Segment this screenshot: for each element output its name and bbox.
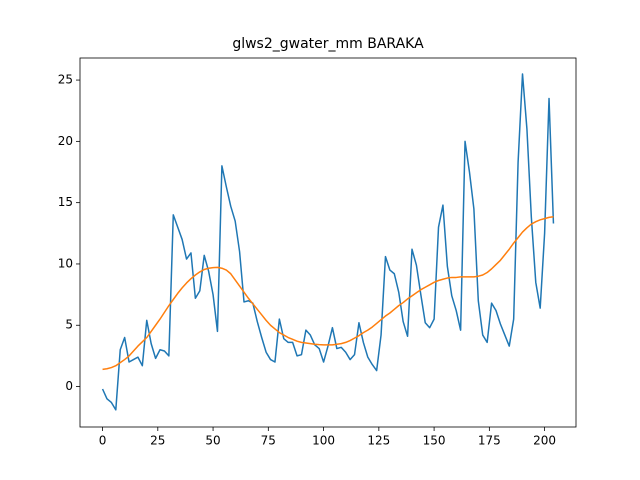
y-tick-label: 20 [58, 134, 73, 148]
line-series [101, 73, 555, 411]
x-tick-label: 125 [367, 434, 390, 448]
y-tick-label: 25 [58, 73, 73, 87]
x-tick-label: 150 [423, 434, 446, 448]
y-tick-label: 5 [65, 318, 73, 332]
line-series [102, 216, 554, 371]
y-tick-label: 10 [58, 256, 73, 270]
chart-title: glws2_gwater_mm BARAKA [232, 36, 424, 52]
x-tick-label: 100 [312, 434, 335, 448]
x-tick-label: 175 [478, 434, 501, 448]
x-tick-label: 200 [533, 434, 556, 448]
x-tick-label: 75 [261, 434, 276, 448]
x-tick-label: 50 [205, 434, 220, 448]
x-tick-label: 25 [150, 434, 165, 448]
y-tick-label: 0 [65, 379, 73, 393]
x-tick-label: 0 [99, 434, 107, 448]
y-tick-label: 15 [58, 195, 73, 209]
plot-frame [79, 57, 577, 428]
